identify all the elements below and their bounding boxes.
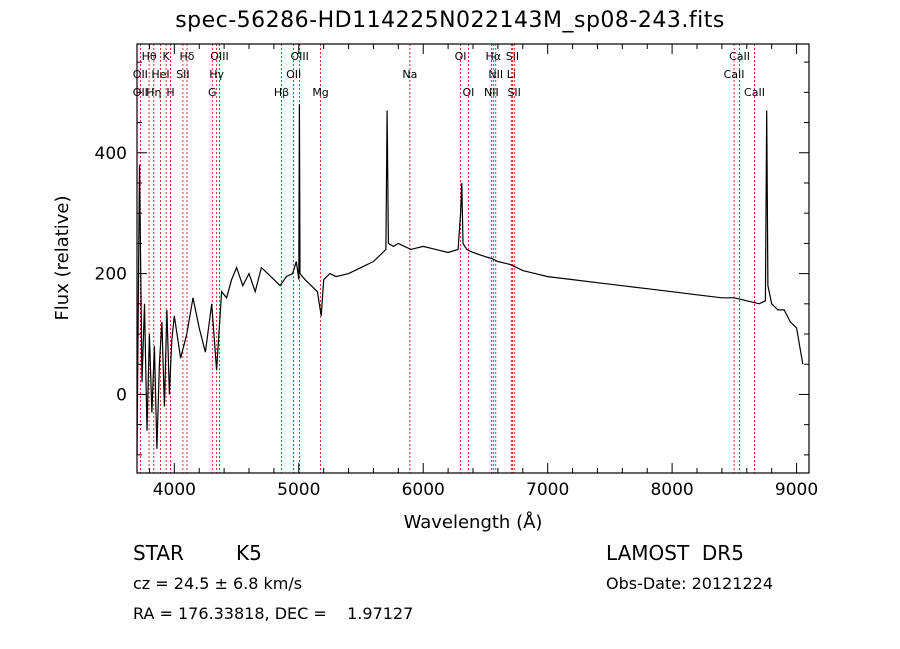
y-tick-label: 0 [116, 385, 127, 405]
spectral-line-label: NII [484, 86, 499, 99]
spectral-line-label: Hδ [180, 50, 195, 63]
plot-frame [136, 43, 810, 474]
spectral-line-label: CaII [729, 50, 750, 63]
spectral-line-label: OI [462, 86, 474, 99]
spectral-line-label: K [163, 50, 171, 63]
spectral-line-label: SII [506, 50, 519, 63]
spectral-line-label: OIII [210, 50, 228, 63]
axis-ticks: 4000 5000 6000 7000 8000 9000 0 200 400 [95, 44, 818, 500]
x-tick-label: 8000 [650, 480, 693, 500]
spectral-line-label: Mg [312, 86, 328, 99]
obs-date-text: Obs-Date: 20121224 [606, 574, 774, 593]
y-tick-label: 400 [95, 144, 127, 164]
spectral-line-label: OI [455, 50, 467, 63]
chart-title: spec-56286-HD114225N022143M_sp08-243.fit… [175, 8, 725, 33]
y-tick-label: 200 [95, 265, 127, 285]
spectral-line-label: Hθ [142, 50, 157, 63]
x-axis-label: Wavelength (Å) [404, 511, 543, 533]
spectral-line-label: Hβ [274, 86, 289, 99]
spectral-line-label: OII [133, 68, 148, 81]
spectral-line-label: Na [402, 68, 417, 81]
spectral-line-label: OII [286, 68, 301, 81]
spectral-line-label: Hγ [209, 68, 224, 81]
object-subclass: K5 [236, 541, 262, 565]
x-tick-label: 6000 [402, 480, 445, 500]
y-axis-label: Flux (relative) [52, 195, 73, 320]
spectral-line-label: G [208, 86, 217, 99]
x-tick-label: 7000 [526, 480, 569, 500]
spectral-line-label: Li [507, 68, 516, 81]
x-tick-label: 4000 [153, 480, 196, 500]
object-class: STAR [133, 541, 184, 565]
x-tick-label: 9000 [775, 480, 818, 500]
x-tick-label: 5000 [277, 480, 320, 500]
spectral-line-label: HeI [151, 68, 169, 81]
spectrum-series-line [136, 104, 804, 455]
survey-label: LAMOST DR5 [606, 541, 744, 565]
spectral-line-label: SII [176, 68, 189, 81]
spectral-line-label: Hη [146, 86, 161, 99]
spectral-line-label: Hα [486, 50, 502, 63]
redshift-text: cz = 24.5 ± 6.8 km/s [133, 574, 303, 593]
spectral-line-label: CaII [724, 68, 745, 81]
radec-text: RA = 176.33818, DEC = 1.97127 [133, 604, 414, 623]
spectral-line-label: NII [488, 68, 503, 81]
spectral-line-label: H [166, 86, 174, 99]
spectral-line-label: CaII [744, 86, 765, 99]
spectral-line-label: OIII [290, 50, 308, 63]
spectral-line-label: SII [507, 86, 520, 99]
